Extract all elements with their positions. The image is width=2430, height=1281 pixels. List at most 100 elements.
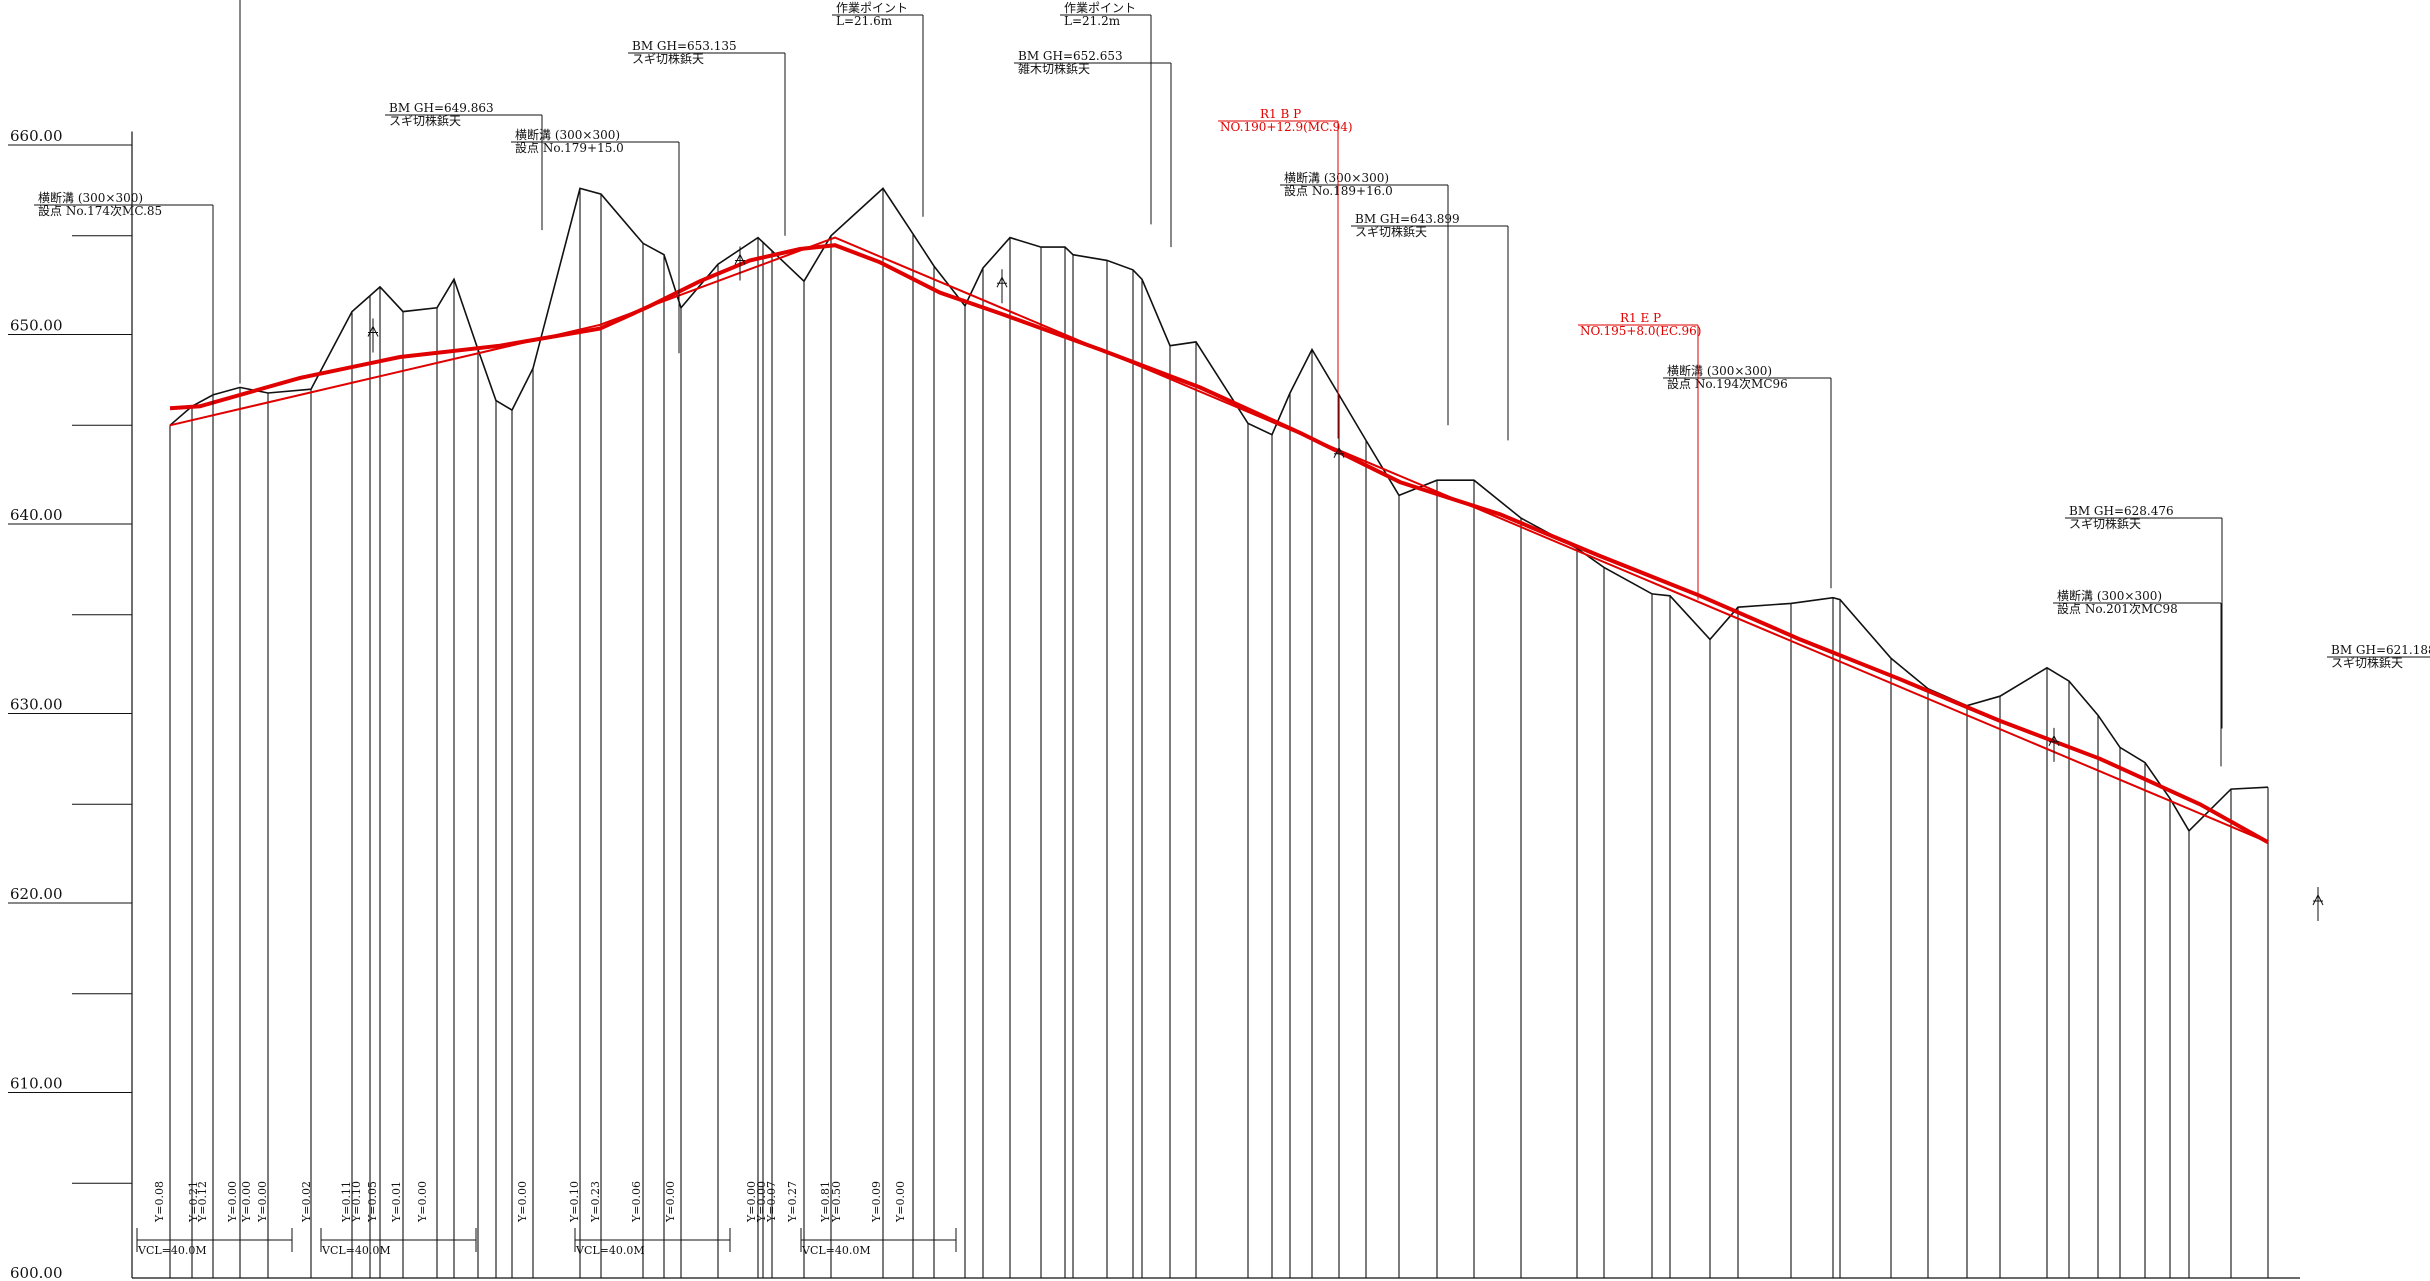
y-value-text: Y=0.00 — [755, 1181, 768, 1223]
annotation-text: 横断溝 (300×300) — [1667, 363, 1772, 378]
vcl-text: VCL=40.0M — [801, 1244, 871, 1257]
y-value-text: Y=0.00 — [240, 1181, 253, 1223]
curve-point-text: NO.195+8.0(EC.96) — [1580, 324, 1701, 338]
y-tick-label: 620.00 — [10, 885, 63, 903]
bm-arrow — [996, 276, 1008, 288]
y-value-text: Y=0.27 — [786, 1181, 799, 1223]
annotation-text: 作業ポイント — [836, 1, 908, 15]
annotation-text: BM GH=643.899 — [1355, 212, 1460, 226]
annotation-text: 作業ポイント — [1064, 1, 1136, 15]
annotation-text: L=21.2m — [1064, 14, 1121, 28]
annotation-text: 雑木切株鋲天 — [1018, 61, 1090, 76]
y-value-text: Y=0.02 — [300, 1181, 313, 1223]
y-tick-label: 640.00 — [10, 506, 63, 524]
vcl-text: VCL=40.0M — [137, 1244, 207, 1257]
vertical-curve-values: Y=0.08 Y=0.21Y=0.12 Y=0.00 Y=0.00 Y=0.00 Y=0.… — [153, 1181, 907, 1223]
y-value-text: Y=0.05 — [366, 1181, 379, 1223]
y-value-text: Y=0.81 — [819, 1181, 832, 1223]
y-value-text: Y=0.12 — [196, 1181, 209, 1223]
annotation-text: BM GH=621.188 — [2331, 643, 2430, 657]
vcl-text: VCL=40.0M — [575, 1244, 645, 1257]
y-value-text: Y=0.00 — [416, 1181, 429, 1223]
ground-line — [169, 187, 2269, 833]
annotation-text: スギ切株鋲天 — [632, 51, 704, 66]
y-value-text: Y=0.00 — [256, 1181, 269, 1223]
vcl-text: VCL=40.0M — [321, 1244, 391, 1257]
annotation-text: スギ切株鋲天 — [389, 113, 461, 128]
bm-arrow — [1333, 446, 1345, 459]
y-value-text: Y=0.21 — [187, 1181, 200, 1223]
annotation-text: 設点 No.179+15.0 — [515, 140, 624, 155]
annotation-text: BM GH=652.653 — [1018, 49, 1123, 63]
y-value-text: Y=0.06 — [630, 1181, 643, 1223]
annotation-text: 横断溝 (300×300) — [515, 127, 620, 142]
annotation-text: BM GH=653.135 — [632, 39, 737, 53]
benchmark-marker-icon — [367, 318, 379, 353]
curve-point-ep: R1 E PNO.195+8.0(EC.96) — [1578, 311, 1701, 600]
benchmark-marker-icon — [2048, 727, 2060, 762]
tangent-line — [169, 236, 2269, 844]
y-value-text: Y=0.00 — [516, 1181, 529, 1223]
annotation-text: 設点 No.194次MC96 — [1667, 376, 1788, 391]
y-value-text: Y=0.10 — [568, 1181, 581, 1223]
y-value-text: Y=0.09 — [870, 1181, 883, 1223]
y-value-text: Y=0.50 — [830, 1181, 843, 1223]
curve-point-text: NO.190+12.9(MC.94) — [1220, 120, 1353, 134]
annotation-text: 設点 No.201次MC98 — [2057, 601, 2178, 616]
annotation-text: BM GH=628.476 — [2069, 504, 2174, 518]
curve-point-bp: R1 B PNO.190+12.9(MC.94) — [1218, 107, 1353, 439]
y-value-text: Y=0.11 — [340, 1181, 353, 1223]
benchmark-marker-icon — [2312, 887, 2324, 921]
bm-arrow — [367, 325, 379, 337]
vcl-group: VCL=40.0M — [136, 1228, 293, 1257]
vcl-group: VCL=40.0M — [574, 1228, 731, 1257]
annotation-text: スギ切株鋲天 — [1355, 224, 1427, 239]
curve-point-labels: R1 B PNO.190+12.9(MC.94) R1 E PNO.195+8.0… — [1218, 107, 1701, 600]
curve-point-text: R1 B P — [1260, 107, 1301, 121]
y-value-text: Y=0.07 — [765, 1181, 778, 1223]
y-value-text: Y=0.00 — [894, 1181, 907, 1223]
annotation-text: BM GH=649.863 — [389, 101, 494, 115]
y-tick-label: 600.00 — [10, 1264, 63, 1281]
annotation-text: 横断溝 (300×300) — [1284, 170, 1389, 185]
annotation-text: 横断溝 (300×300) — [38, 190, 143, 205]
vcl-group: VCL=40.0M — [320, 1228, 477, 1257]
plan-grade-line — [169, 236, 2269, 844]
vcl-group: VCL=40.0M — [800, 1228, 957, 1257]
y-tick-label: 650.00 — [10, 317, 63, 335]
y-value-text: Y=0.10 — [350, 1181, 363, 1223]
y-value-text: Y=0.00 — [226, 1181, 239, 1223]
benchmark-symbols — [367, 246, 2324, 921]
annotation-ck4: 横断溝 (300×300)設点 No.194次MC96 — [1663, 363, 1832, 589]
benchmark-marker-icon — [734, 246, 746, 281]
y-tick-label: 660.00 — [10, 127, 63, 145]
annotation-text: スギ切株鋲天 — [2331, 655, 2403, 670]
ground-profile — [169, 187, 2269, 833]
y-value-text: Y=0.08 — [153, 1181, 166, 1223]
annotation-text: 横断溝 (300×300) — [2057, 588, 2162, 603]
annotation-ck3: 横断溝 (300×300)設点 No.189+16.0 — [1280, 170, 1449, 426]
bm-arrow — [734, 253, 746, 265]
annotation-ck5: 横断溝 (300×300)設点 No.201次MC98 — [2053, 588, 2222, 767]
y-value-text: Y=0.00 — [664, 1181, 677, 1223]
plan-grade — [169, 243, 2269, 844]
bm-arrow — [2312, 893, 2324, 906]
annotation-text: L=21.6m — [836, 14, 893, 28]
annotation-ck2: 横断溝 (300×300)設点 No.179+15.0 — [511, 127, 680, 354]
elevation-axis: 600.00 610.00 620.00 630.00 640.00 650.00 660.… — [8, 127, 2300, 1281]
y-value-text: Y=0.01 — [390, 1181, 403, 1223]
annotation-ck1: 横断溝 (300×300)設点 No.174次MC.85 — [34, 190, 214, 407]
bm-arrow — [2048, 734, 2060, 747]
annotation-text: スギ切株鋲天 — [2069, 516, 2141, 531]
y-value-text: Y=0.23 — [589, 1181, 602, 1223]
station-verticals — [169, 188, 2269, 1278]
